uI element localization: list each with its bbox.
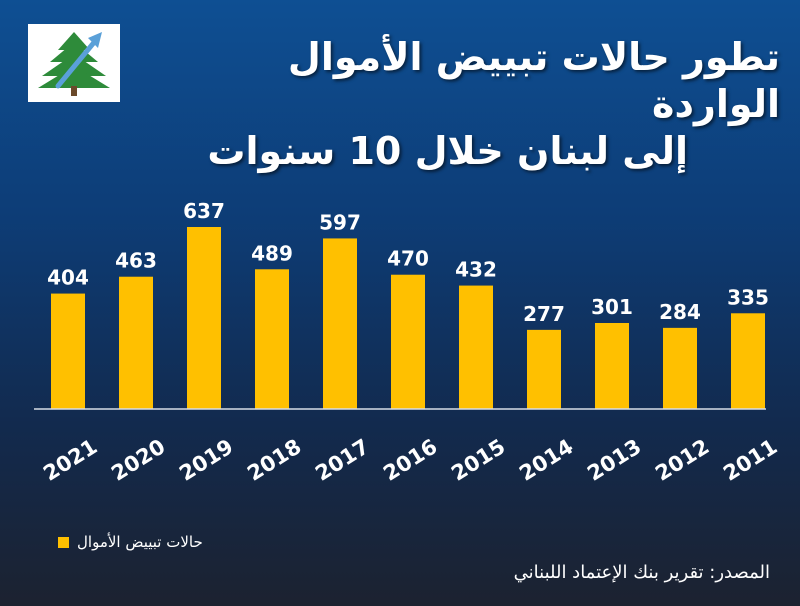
x-tick-2014: 2014 (515, 434, 577, 485)
x-tick-2018: 2018 (243, 434, 305, 485)
x-tick-labels: 2021 2020 2019 2018 2017 2016 2015 2014 2013 2012… (39, 434, 781, 485)
x-tick-2020: 2020 (107, 434, 169, 485)
bar-2011 (731, 313, 765, 409)
bar-2017 (323, 238, 357, 409)
chart-title: تطور حالات تبييض الأموال الواردة إلى لبن… (160, 34, 780, 175)
bar-2020 (119, 276, 153, 409)
bar-2012 (663, 327, 697, 409)
x-tick-2013: 2013 (583, 434, 645, 485)
data-labels: 404 463 637 489 597 470 432 277 301 284 335 (47, 199, 769, 326)
x-tick-2012: 2012 (651, 434, 713, 485)
x-tick-2015: 2015 (447, 434, 509, 485)
title-line-1: تطور حالات تبييض الأموال الواردة (287, 35, 780, 126)
data-label-2018: 489 (251, 241, 293, 265)
x-tick-2019: 2019 (175, 434, 237, 485)
cedar-tree-icon (38, 32, 110, 96)
x-tick-2011: 2011 (719, 434, 781, 485)
x-tick-2021: 2021 (39, 434, 101, 485)
legend-swatch (58, 536, 69, 548)
x-tick-2017: 2017 (311, 434, 373, 485)
data-label-2012: 284 (659, 300, 701, 324)
data-label-2020: 463 (115, 249, 157, 273)
bar-2014 (527, 329, 561, 409)
data-label-2019: 637 (183, 199, 225, 223)
data-label-2015: 432 (455, 258, 497, 282)
data-label-2017: 597 (319, 210, 361, 234)
data-label-2016: 470 (387, 247, 429, 271)
bars (51, 227, 765, 409)
legend-label: حالات تبييض الأموال (77, 533, 203, 551)
bar-2013 (595, 323, 629, 409)
bar-2018 (255, 269, 289, 409)
bar-2016 (391, 274, 425, 409)
data-label-2014: 277 (523, 302, 565, 326)
bar-2021 (51, 293, 85, 409)
title-line-2: إلى لبنان خلال 10 سنوات (207, 129, 688, 173)
x-tick-2016: 2016 (379, 434, 441, 485)
legend: حالات تبييض الأموال (58, 532, 203, 552)
data-label-2013: 301 (591, 295, 633, 319)
data-label-2011: 335 (727, 285, 769, 309)
data-label-2021: 404 (47, 266, 89, 290)
bar-2015 (459, 285, 493, 409)
logo (28, 24, 120, 102)
bar-2019 (187, 227, 221, 409)
source-note: المصدر: تقرير بنك الإعتماد اللبناني (513, 562, 770, 583)
